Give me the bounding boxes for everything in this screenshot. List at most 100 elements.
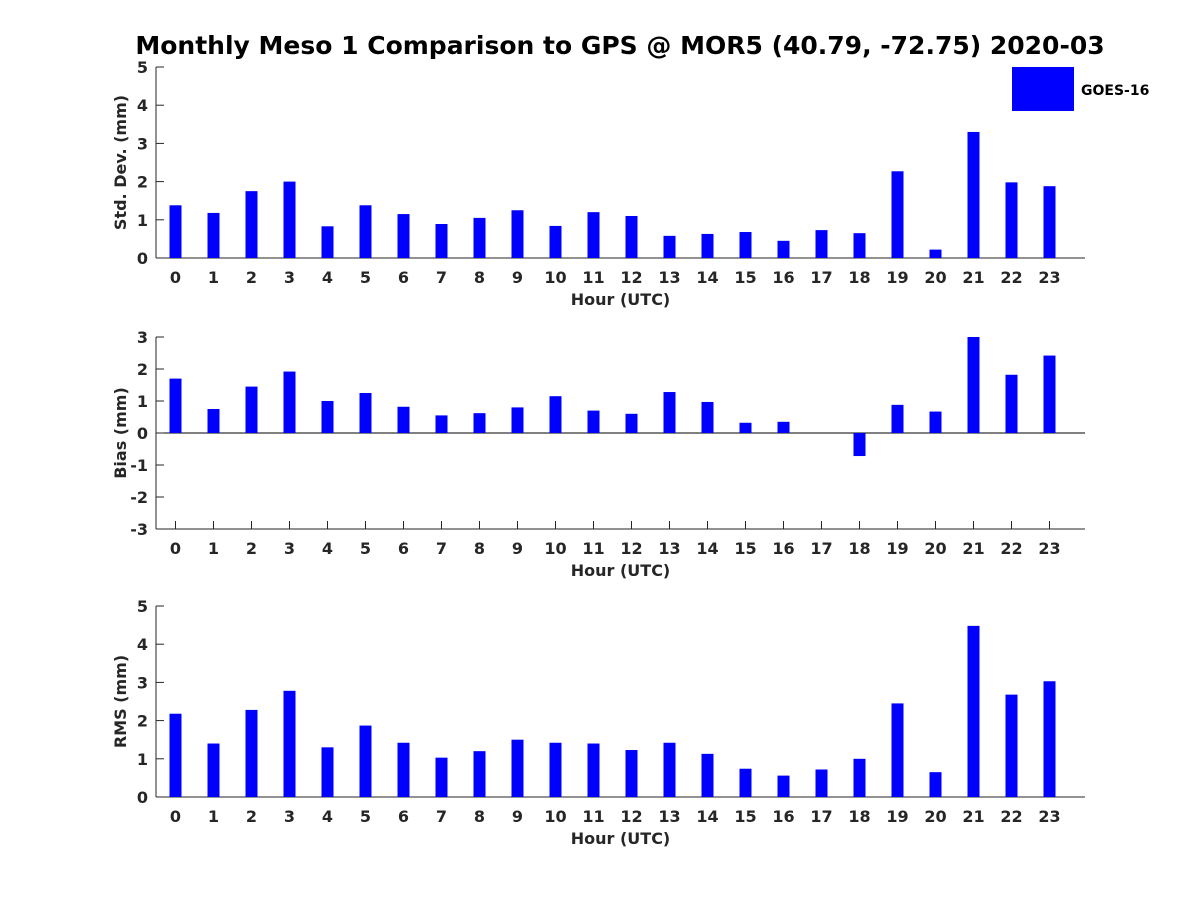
rms-bar-hour-21 [967,625,980,797]
std-dev-bar-hour-3 [283,181,296,258]
bias-bar-hour-23 [1043,355,1056,433]
legend-swatch [1012,67,1074,111]
std-dev-x-tick-label: 14 [696,268,718,287]
bias-bar-hour-7 [435,415,448,433]
rms-y-tick-label: 5 [137,597,148,616]
bias-bar-hour-9 [511,407,524,433]
std-dev-bar-hour-12 [625,215,638,258]
std-dev-bar-hour-16 [777,240,790,258]
bias-y-tick-label: 2 [137,360,148,379]
std-dev-bar-hour-18 [853,233,866,258]
std-dev-bar-hour-5 [359,205,372,258]
rms-bar-hour-23 [1043,681,1056,797]
rms-bar-hour-19 [891,703,904,797]
bias-x-tick-label: 2 [246,539,257,558]
rms-x-tick-label: 18 [848,807,870,826]
bias-x-tick-label: 1 [208,539,219,558]
bias-y-tick-label: 3 [137,328,148,347]
bias-bar-hour-0 [169,378,182,433]
bias-x-tick-label: 14 [696,539,718,558]
bias-x-tick-label: 17 [810,539,832,558]
rms-bar-hour-12 [625,750,638,797]
std-dev-bar-hour-1 [207,212,220,258]
rms-x-tick-label: 9 [512,807,523,826]
figure-title: Monthly Meso 1 Comparison to GPS @ MOR5 … [135,31,1104,60]
std-dev-x-axis-label: Hour (UTC) [571,290,671,309]
bias-x-tick-label: 20 [924,539,946,558]
rms-y-tick-label: 2 [137,712,148,731]
std-dev-x-tick-label: 9 [512,268,523,287]
std-dev-x-tick-label: 22 [1000,268,1022,287]
std-dev-bar-hour-13 [663,235,676,258]
rms-x-tick-label: 6 [398,807,409,826]
rms-bar-hour-15 [739,768,752,797]
rms-bar-hour-13 [663,742,676,797]
bias-bar-hour-10 [549,396,562,433]
std-dev-bar-hour-8 [473,217,486,258]
rms-bar-hour-20 [929,772,942,797]
rms-x-tick-label: 21 [962,807,984,826]
bias-bar-hour-12 [625,413,638,433]
bias-x-tick-label: 11 [582,539,604,558]
bias-bar-hour-2 [245,386,258,433]
rms-x-tick-label: 12 [620,807,642,826]
std-dev-bar-hour-4 [321,226,334,258]
std-dev-bar-hour-19 [891,171,904,258]
bias-x-tick-label: 16 [772,539,794,558]
bias-x-tick-label: 21 [962,539,984,558]
std-dev-x-tick-label: 15 [734,268,756,287]
bias-bar-hour-11 [587,410,600,433]
bias-x-tick-label: 3 [284,539,295,558]
std-dev-bar-hour-0 [169,205,182,258]
rms-bar-hour-18 [853,758,866,797]
std-dev-x-tick-label: 12 [620,268,642,287]
bias-x-tick-label: 15 [734,539,756,558]
std-dev-x-tick-label: 6 [398,268,409,287]
rms-x-tick-label: 10 [544,807,566,826]
rms-x-tick-label: 23 [1038,807,1060,826]
bias-bar-hour-22 [1005,374,1018,433]
rms-x-tick-label: 1 [208,807,219,826]
std-dev-bar-hour-7 [435,224,448,258]
rms-bar-hour-0 [169,713,182,797]
std-dev-x-tick-label: 23 [1038,268,1060,287]
std-dev-x-tick-label: 17 [810,268,832,287]
rms-x-tick-label: 14 [696,807,718,826]
std-dev-y-tick-label: 1 [137,211,148,230]
std-dev-bar-hour-6 [397,214,410,258]
bias-bar-hour-1 [207,409,220,433]
rms-x-tick-label: 11 [582,807,604,826]
bias-x-tick-label: 4 [322,539,333,558]
std-dev-x-tick-label: 4 [322,268,333,287]
std-dev-bar-hour-22 [1005,182,1018,258]
bias-x-tick-label: 18 [848,539,870,558]
rms-bar-hour-17 [815,769,828,797]
rms-y-tick-label: 3 [137,673,148,692]
std-dev-x-tick-label: 13 [658,268,680,287]
bias-x-tick-label: 9 [512,539,523,558]
bias-x-tick-label: 6 [398,539,409,558]
std-dev-x-tick-label: 16 [772,268,794,287]
rms-bar-hour-8 [473,751,486,797]
bias-bar-hour-6 [397,406,410,433]
rms-x-tick-label: 8 [474,807,485,826]
bias-y-tick-label: -3 [130,520,148,539]
bias-bar-hour-16 [777,421,790,433]
rms-bar-hour-14 [701,753,714,797]
rms-x-tick-label: 16 [772,807,794,826]
std-dev-x-tick-label: 21 [962,268,984,287]
rms-bar-hour-7 [435,757,448,797]
rms-x-tick-label: 13 [658,807,680,826]
bias-y-axis-label: Bias (mm) [111,387,130,479]
rms-x-axis-label: Hour (UTC) [571,829,671,848]
std-dev-x-tick-label: 1 [208,268,219,287]
rms-bar-hour-11 [587,743,600,797]
legend-label: GOES-16 [1081,83,1149,99]
bias-x-tick-label: 5 [360,539,371,558]
std-dev-y-tick-label: 4 [137,96,148,115]
bias-bar-hour-5 [359,393,372,433]
std-dev-x-tick-label: 18 [848,268,870,287]
